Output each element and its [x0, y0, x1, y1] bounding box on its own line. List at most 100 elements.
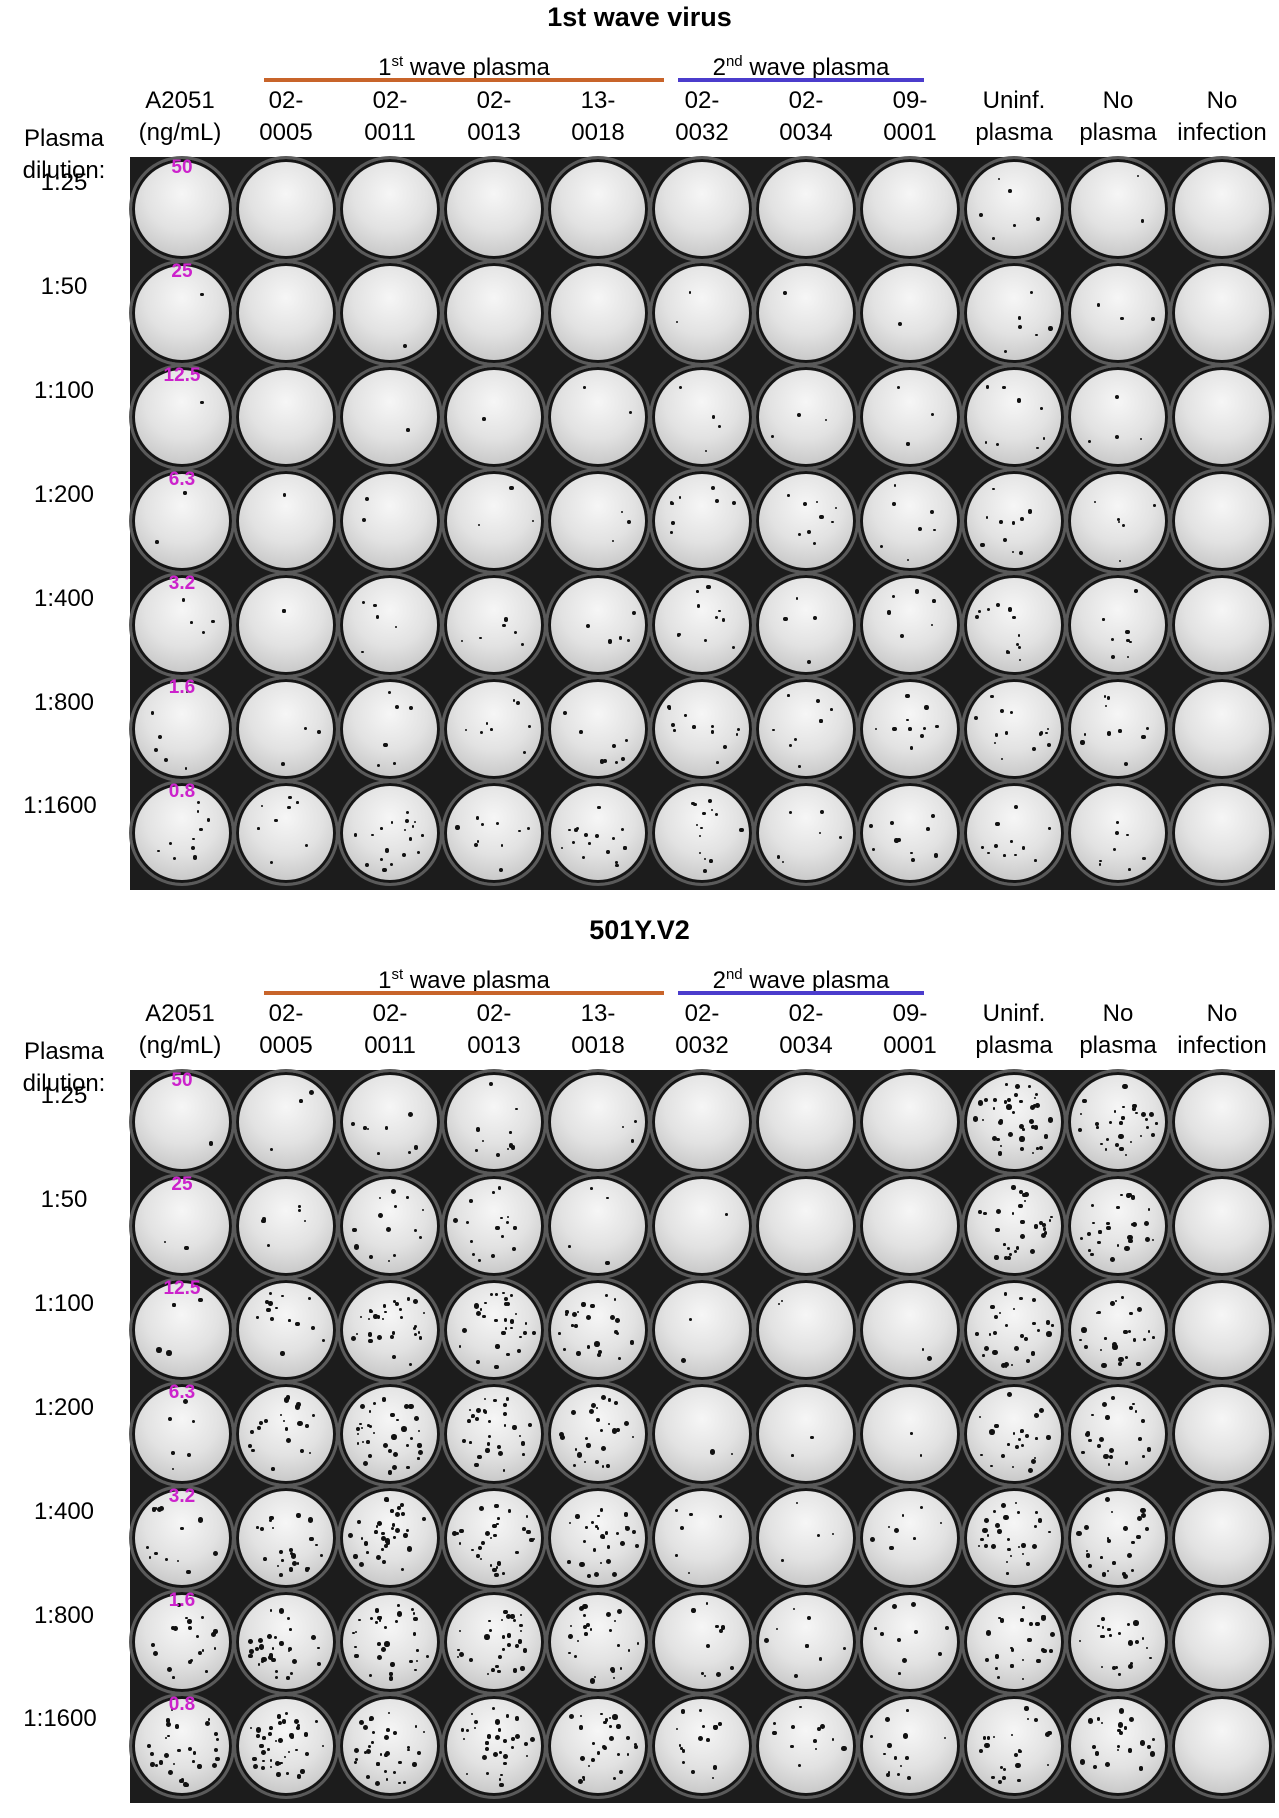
- plaque-spot: [935, 724, 939, 729]
- well-image: [444, 367, 544, 467]
- plaque-spot: [479, 1308, 483, 1312]
- plaque-spot: [524, 1322, 527, 1325]
- plaque-spot: [350, 1336, 356, 1342]
- well-image: [652, 575, 752, 675]
- plaque-spot: [1012, 1431, 1016, 1435]
- plaque-spot: [514, 1733, 521, 1739]
- well-image: [548, 1384, 648, 1484]
- plaque-spot: [522, 1527, 526, 1532]
- plate-well: [546, 781, 650, 885]
- plaque-spot: [320, 1554, 324, 1558]
- plaque-spot: [1101, 1626, 1105, 1629]
- plaque-spot: [586, 1443, 591, 1448]
- plaque-spot: [705, 1643, 710, 1648]
- plaque-spot: [997, 1616, 1001, 1620]
- plaque-spot: [735, 733, 738, 736]
- plaque-spot: [489, 1564, 493, 1567]
- plaque-spot: [576, 1452, 583, 1458]
- plaque-spot: [979, 212, 984, 217]
- plaque-spot: [287, 805, 291, 810]
- plate-well: [442, 469, 546, 573]
- well-image: [132, 575, 232, 675]
- plaque-spot: [1099, 1436, 1105, 1442]
- plaque-spot: [384, 848, 390, 853]
- plaque-spot: [917, 527, 922, 532]
- plaque-spot: [1100, 1665, 1104, 1668]
- plaque-spot: [1149, 1751, 1156, 1757]
- plaque-spot: [701, 1724, 705, 1729]
- row-label-dilution: 1:100: [33, 377, 95, 404]
- plaque-spot: [1087, 440, 1091, 444]
- plaque-spot: [520, 1440, 526, 1446]
- plaque-spot: [676, 633, 681, 637]
- plaque-spot: [418, 1449, 424, 1455]
- plaque-spot: [405, 819, 410, 824]
- plaque-spot: [408, 1659, 413, 1664]
- plaque-spot: [689, 1512, 693, 1516]
- plaque-spot: [482, 1314, 486, 1319]
- plaque-spot: [375, 1525, 379, 1528]
- well-image: [236, 783, 336, 883]
- row-label-dilution: 1:1600: [23, 792, 97, 819]
- plaque-spot: [1141, 1419, 1146, 1424]
- plaque-spot: [305, 1751, 310, 1756]
- plaque-spot: [376, 1555, 382, 1561]
- plate-well: [546, 1278, 650, 1382]
- plaque-spot: [699, 852, 702, 855]
- plaque-spot: [167, 1769, 174, 1776]
- plaque-spot: [816, 1726, 821, 1731]
- well-image: [756, 159, 856, 259]
- plaque-spot: [502, 1648, 505, 1651]
- plaque-spot: [994, 1255, 999, 1260]
- plaque-spot: [736, 727, 741, 732]
- plaque-spot: [492, 1190, 495, 1194]
- plaque-spot: [1020, 1136, 1025, 1141]
- plaque-spot: [411, 825, 414, 828]
- plaque-spot: [1087, 1231, 1092, 1236]
- plaque-spot: [1109, 1454, 1114, 1459]
- plaque-spot: [490, 728, 494, 731]
- plaque-spot: [485, 722, 489, 725]
- plaque-spot: [927, 1356, 933, 1362]
- plaque-spot: [502, 1291, 505, 1295]
- plaque-spot: [490, 1253, 495, 1258]
- plaque-spot: [407, 1151, 411, 1155]
- plate-well: [546, 1382, 650, 1486]
- plaque-spot: [1000, 1618, 1005, 1623]
- column-label: 02- 0032: [650, 998, 754, 1062]
- plaque-spot: [931, 413, 935, 417]
- plaque-spot: [381, 1560, 386, 1564]
- plaque-spot: [361, 650, 364, 654]
- plaque-spot: [306, 1566, 310, 1571]
- plaque-spot: [1127, 1622, 1131, 1626]
- plaque-spot: [606, 1611, 612, 1618]
- plaque-spot: [667, 705, 672, 710]
- plate-well: [754, 677, 858, 781]
- plaque-spot: [1016, 1246, 1020, 1250]
- plaque-spot: [820, 1723, 826, 1730]
- plaque-spot: [253, 1763, 259, 1770]
- plaque-spot: [986, 1534, 990, 1537]
- plate-well: [234, 1486, 338, 1590]
- plaque-spot: [216, 1737, 220, 1741]
- plaque-spot: [1024, 1706, 1029, 1711]
- plaque-spot: [1117, 729, 1122, 733]
- well-image: [548, 1280, 648, 1380]
- plaque-spot: [714, 1624, 719, 1629]
- plaque-spot: [1092, 1745, 1097, 1750]
- plaque-spot: [284, 1711, 288, 1715]
- plaque-spot: [707, 799, 712, 804]
- plaque-spot: [1049, 1631, 1056, 1638]
- plaque-spot: [1013, 1345, 1020, 1352]
- plate-well: [442, 157, 546, 261]
- plaque-spot: [387, 1469, 393, 1475]
- plaque-spot: [1141, 1513, 1147, 1518]
- plaque-spot: [919, 1454, 922, 1457]
- plaque-spot: [389, 862, 393, 866]
- plaque-spot: [375, 615, 379, 619]
- plaque-spot: [698, 1708, 702, 1712]
- plaque-spot: [1008, 189, 1012, 194]
- plaque-spot: [1137, 1515, 1143, 1522]
- plaque-spot: [1035, 1621, 1040, 1627]
- plate-well: [858, 781, 962, 885]
